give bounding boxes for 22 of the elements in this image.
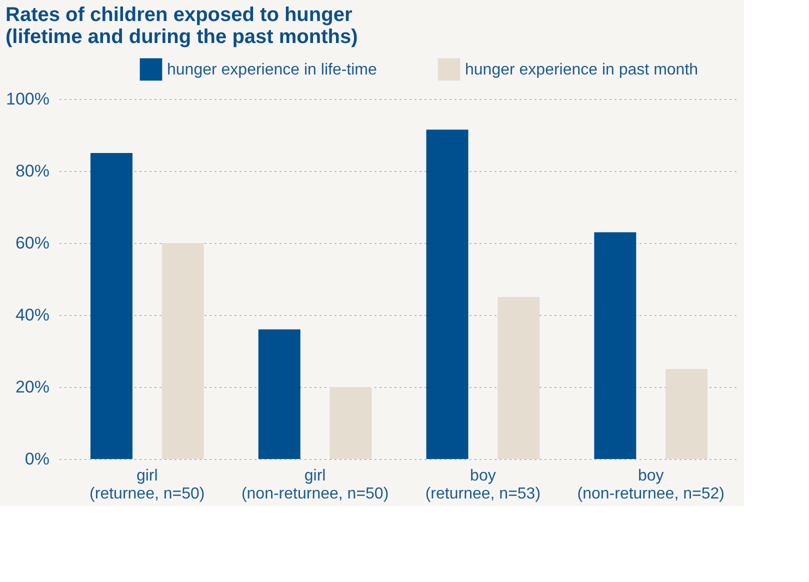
y-tick-label: 100% xyxy=(6,90,50,108)
x-tick-label: boy (returnee, n=53) xyxy=(425,468,541,502)
y-tick-label: 0% xyxy=(24,450,50,468)
bar xyxy=(90,153,132,459)
y-tick-label: 20% xyxy=(15,378,50,396)
y-tick-label: 80% xyxy=(15,162,50,180)
bar xyxy=(330,387,372,459)
bar xyxy=(258,329,300,459)
x-tick-label: girl (returnee, n=50) xyxy=(90,468,205,502)
text: (lifetime and during the past months) xyxy=(6,26,358,48)
bar xyxy=(594,232,636,459)
bar xyxy=(426,130,468,459)
bar xyxy=(666,369,708,459)
legend-label: hunger experience in life-time xyxy=(167,61,377,78)
bar xyxy=(162,243,204,459)
x-tick-label: boy (non-returnee, n=52) xyxy=(577,468,724,502)
bar xyxy=(498,297,540,459)
text: Rates of children exposed to hunger xyxy=(6,4,352,26)
y-tick-label: 40% xyxy=(15,306,50,324)
y-tick-label: 60% xyxy=(15,234,50,252)
legend-label: hunger experience in past month xyxy=(465,61,698,78)
x-tick-label: girl (non-returnee, n=50) xyxy=(241,468,389,502)
